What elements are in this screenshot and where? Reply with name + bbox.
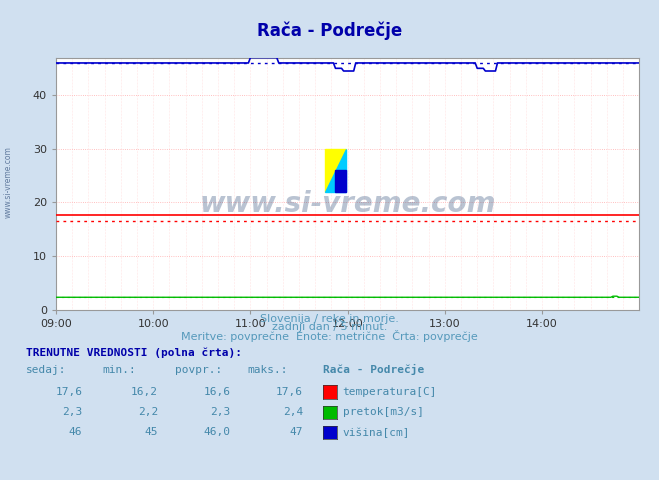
Text: 16,6: 16,6 bbox=[204, 387, 231, 397]
Text: 17,6: 17,6 bbox=[55, 387, 82, 397]
Text: 17,6: 17,6 bbox=[276, 387, 303, 397]
Text: 2,3: 2,3 bbox=[62, 408, 82, 417]
Text: 46: 46 bbox=[69, 428, 82, 437]
Text: povpr.:: povpr.: bbox=[175, 365, 222, 375]
Text: 46,0: 46,0 bbox=[204, 428, 231, 437]
Text: Rača - Podrečje: Rača - Podrečje bbox=[257, 22, 402, 40]
Text: višina[cm]: višina[cm] bbox=[343, 427, 410, 438]
Text: pretok[m3/s]: pretok[m3/s] bbox=[343, 408, 424, 417]
Text: Rača - Podrečje: Rača - Podrečje bbox=[323, 364, 424, 375]
Polygon shape bbox=[326, 149, 345, 192]
Text: sedaj:: sedaj: bbox=[26, 365, 67, 375]
Polygon shape bbox=[335, 170, 345, 192]
Text: 16,2: 16,2 bbox=[131, 387, 158, 397]
Text: 47: 47 bbox=[290, 428, 303, 437]
Text: 2,4: 2,4 bbox=[283, 408, 303, 417]
Text: temperatura[C]: temperatura[C] bbox=[343, 387, 437, 397]
Text: www.si-vreme.com: www.si-vreme.com bbox=[3, 146, 13, 218]
Text: www.si-vreme.com: www.si-vreme.com bbox=[200, 190, 496, 218]
Text: 2,3: 2,3 bbox=[210, 408, 231, 417]
Text: Meritve: povprečne  Enote: metrične  Črta: povprečje: Meritve: povprečne Enote: metrične Črta:… bbox=[181, 330, 478, 342]
Text: Slovenija / reke in morje.: Slovenija / reke in morje. bbox=[260, 314, 399, 324]
Text: min.:: min.: bbox=[102, 365, 136, 375]
Text: TRENUTNE VREDNOSTI (polna črta):: TRENUTNE VREDNOSTI (polna črta): bbox=[26, 348, 243, 358]
Text: 45: 45 bbox=[145, 428, 158, 437]
Text: maks.:: maks.: bbox=[247, 365, 287, 375]
Polygon shape bbox=[326, 149, 345, 192]
Text: 2,2: 2,2 bbox=[138, 408, 158, 417]
Text: zadnji dan / 5 minut.: zadnji dan / 5 minut. bbox=[272, 323, 387, 332]
